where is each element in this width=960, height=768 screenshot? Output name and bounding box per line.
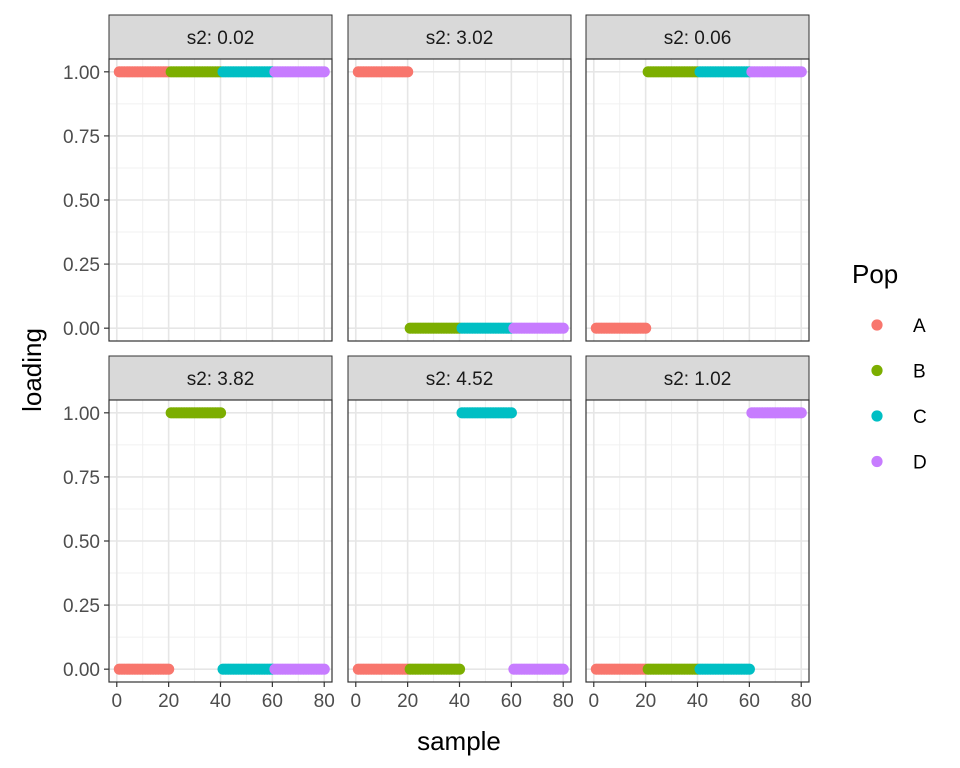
x-tick-label: 40 — [210, 691, 231, 712]
legend-key-D — [871, 455, 883, 468]
x-tick-label: 0 — [588, 691, 599, 712]
y-tick-label: 0.25 — [63, 255, 100, 276]
y-axis-title: loading — [17, 328, 47, 412]
x-tick-label: 20 — [397, 691, 418, 712]
legend-label: C — [913, 407, 927, 428]
x-tick-label: 80 — [791, 691, 812, 712]
x-tick-label: 20 — [635, 691, 656, 712]
data-point-A — [640, 322, 652, 334]
facet-panel: s2: 1.02 — [585, 355, 810, 683]
legend-title: Pop — [852, 259, 898, 289]
y-tick-label: 0.00 — [63, 319, 100, 340]
y-axis-ticks: 0.00 0.25 0.50 0.75 1.00 0.00 0.25 0.50 0.75 1.00 — [63, 63, 109, 681]
facet-strip-label: s2: 4.52 — [426, 369, 494, 390]
data-point-B — [214, 407, 227, 419]
legend: Pop A B C D — [852, 259, 927, 474]
legend-label: B — [913, 362, 926, 383]
data-point-C — [743, 663, 755, 675]
data-point-D — [795, 407, 807, 419]
y-tick-label: 0.25 — [63, 596, 100, 617]
y-tick-label: 1.00 — [63, 404, 100, 425]
x-tick-label: 0 — [350, 691, 361, 712]
facet-strip — [585, 355, 810, 401]
x-axis-title: sample — [417, 726, 501, 756]
legend-key-C — [871, 410, 883, 422]
x-tick-label: 80 — [553, 691, 574, 712]
data-point-B — [453, 663, 466, 675]
x-tick-label: 40 — [687, 691, 708, 712]
y-tick-label: 0.50 — [63, 191, 100, 212]
facet-panel: s2: 0.06 — [585, 14, 810, 342]
x-tick-label: 20 — [158, 691, 179, 712]
data-point-D — [318, 66, 330, 78]
facet-strip-label: s2: 3.82 — [187, 369, 255, 390]
data-point-D — [318, 663, 330, 675]
facet-strip — [347, 14, 572, 60]
panel-border — [585, 58, 810, 342]
data-point-D — [557, 663, 569, 675]
y-tick-label: 0.75 — [63, 468, 100, 489]
facet-strip-label: s2: 0.06 — [664, 28, 732, 49]
facet-strip — [108, 355, 333, 401]
legend-label: A — [913, 316, 926, 337]
data-point-A — [163, 663, 175, 675]
x-tick-label: 0 — [111, 691, 122, 712]
panel-border — [347, 58, 572, 342]
y-tick-label: 0.50 — [63, 532, 100, 553]
legend-key-B — [871, 364, 883, 377]
x-tick-label: 60 — [501, 691, 522, 712]
x-tick-label: 80 — [314, 691, 335, 712]
data-point-D — [557, 322, 569, 334]
legend-label: D — [913, 453, 927, 474]
facet-panel: s2: 0.02 — [108, 14, 333, 342]
x-tick-label: 60 — [262, 691, 283, 712]
x-axis-ticks: 0 20 40 60 80 0 20 40 60 80 0 20 40 60 80 — [111, 682, 812, 712]
data-point-A — [402, 66, 414, 78]
facet-strip-label: s2: 3.02 — [426, 28, 494, 49]
facet-panel: s2: 4.52 — [347, 355, 572, 683]
facet-strip-label: s2: 0.02 — [187, 28, 255, 49]
y-tick-label: 1.00 — [63, 63, 100, 84]
y-tick-label: 0.00 — [63, 660, 100, 681]
x-tick-label: 60 — [739, 691, 760, 712]
facet-strip — [108, 14, 333, 60]
facet-panel: s2: 3.82 — [108, 355, 333, 683]
facet-strip-label: s2: 1.02 — [664, 369, 732, 390]
legend-key-A — [871, 319, 883, 331]
data-point-C — [505, 407, 517, 419]
data-point-D — [795, 66, 807, 78]
y-tick-label: 0.75 — [63, 127, 100, 148]
x-tick-label: 40 — [449, 691, 470, 712]
panels: s2: 0.02 s2: 3.02 s2: 0.06 s2: 3.82 s2: 4.52… — [108, 14, 810, 683]
facet-panel: s2: 3.02 — [347, 14, 572, 342]
